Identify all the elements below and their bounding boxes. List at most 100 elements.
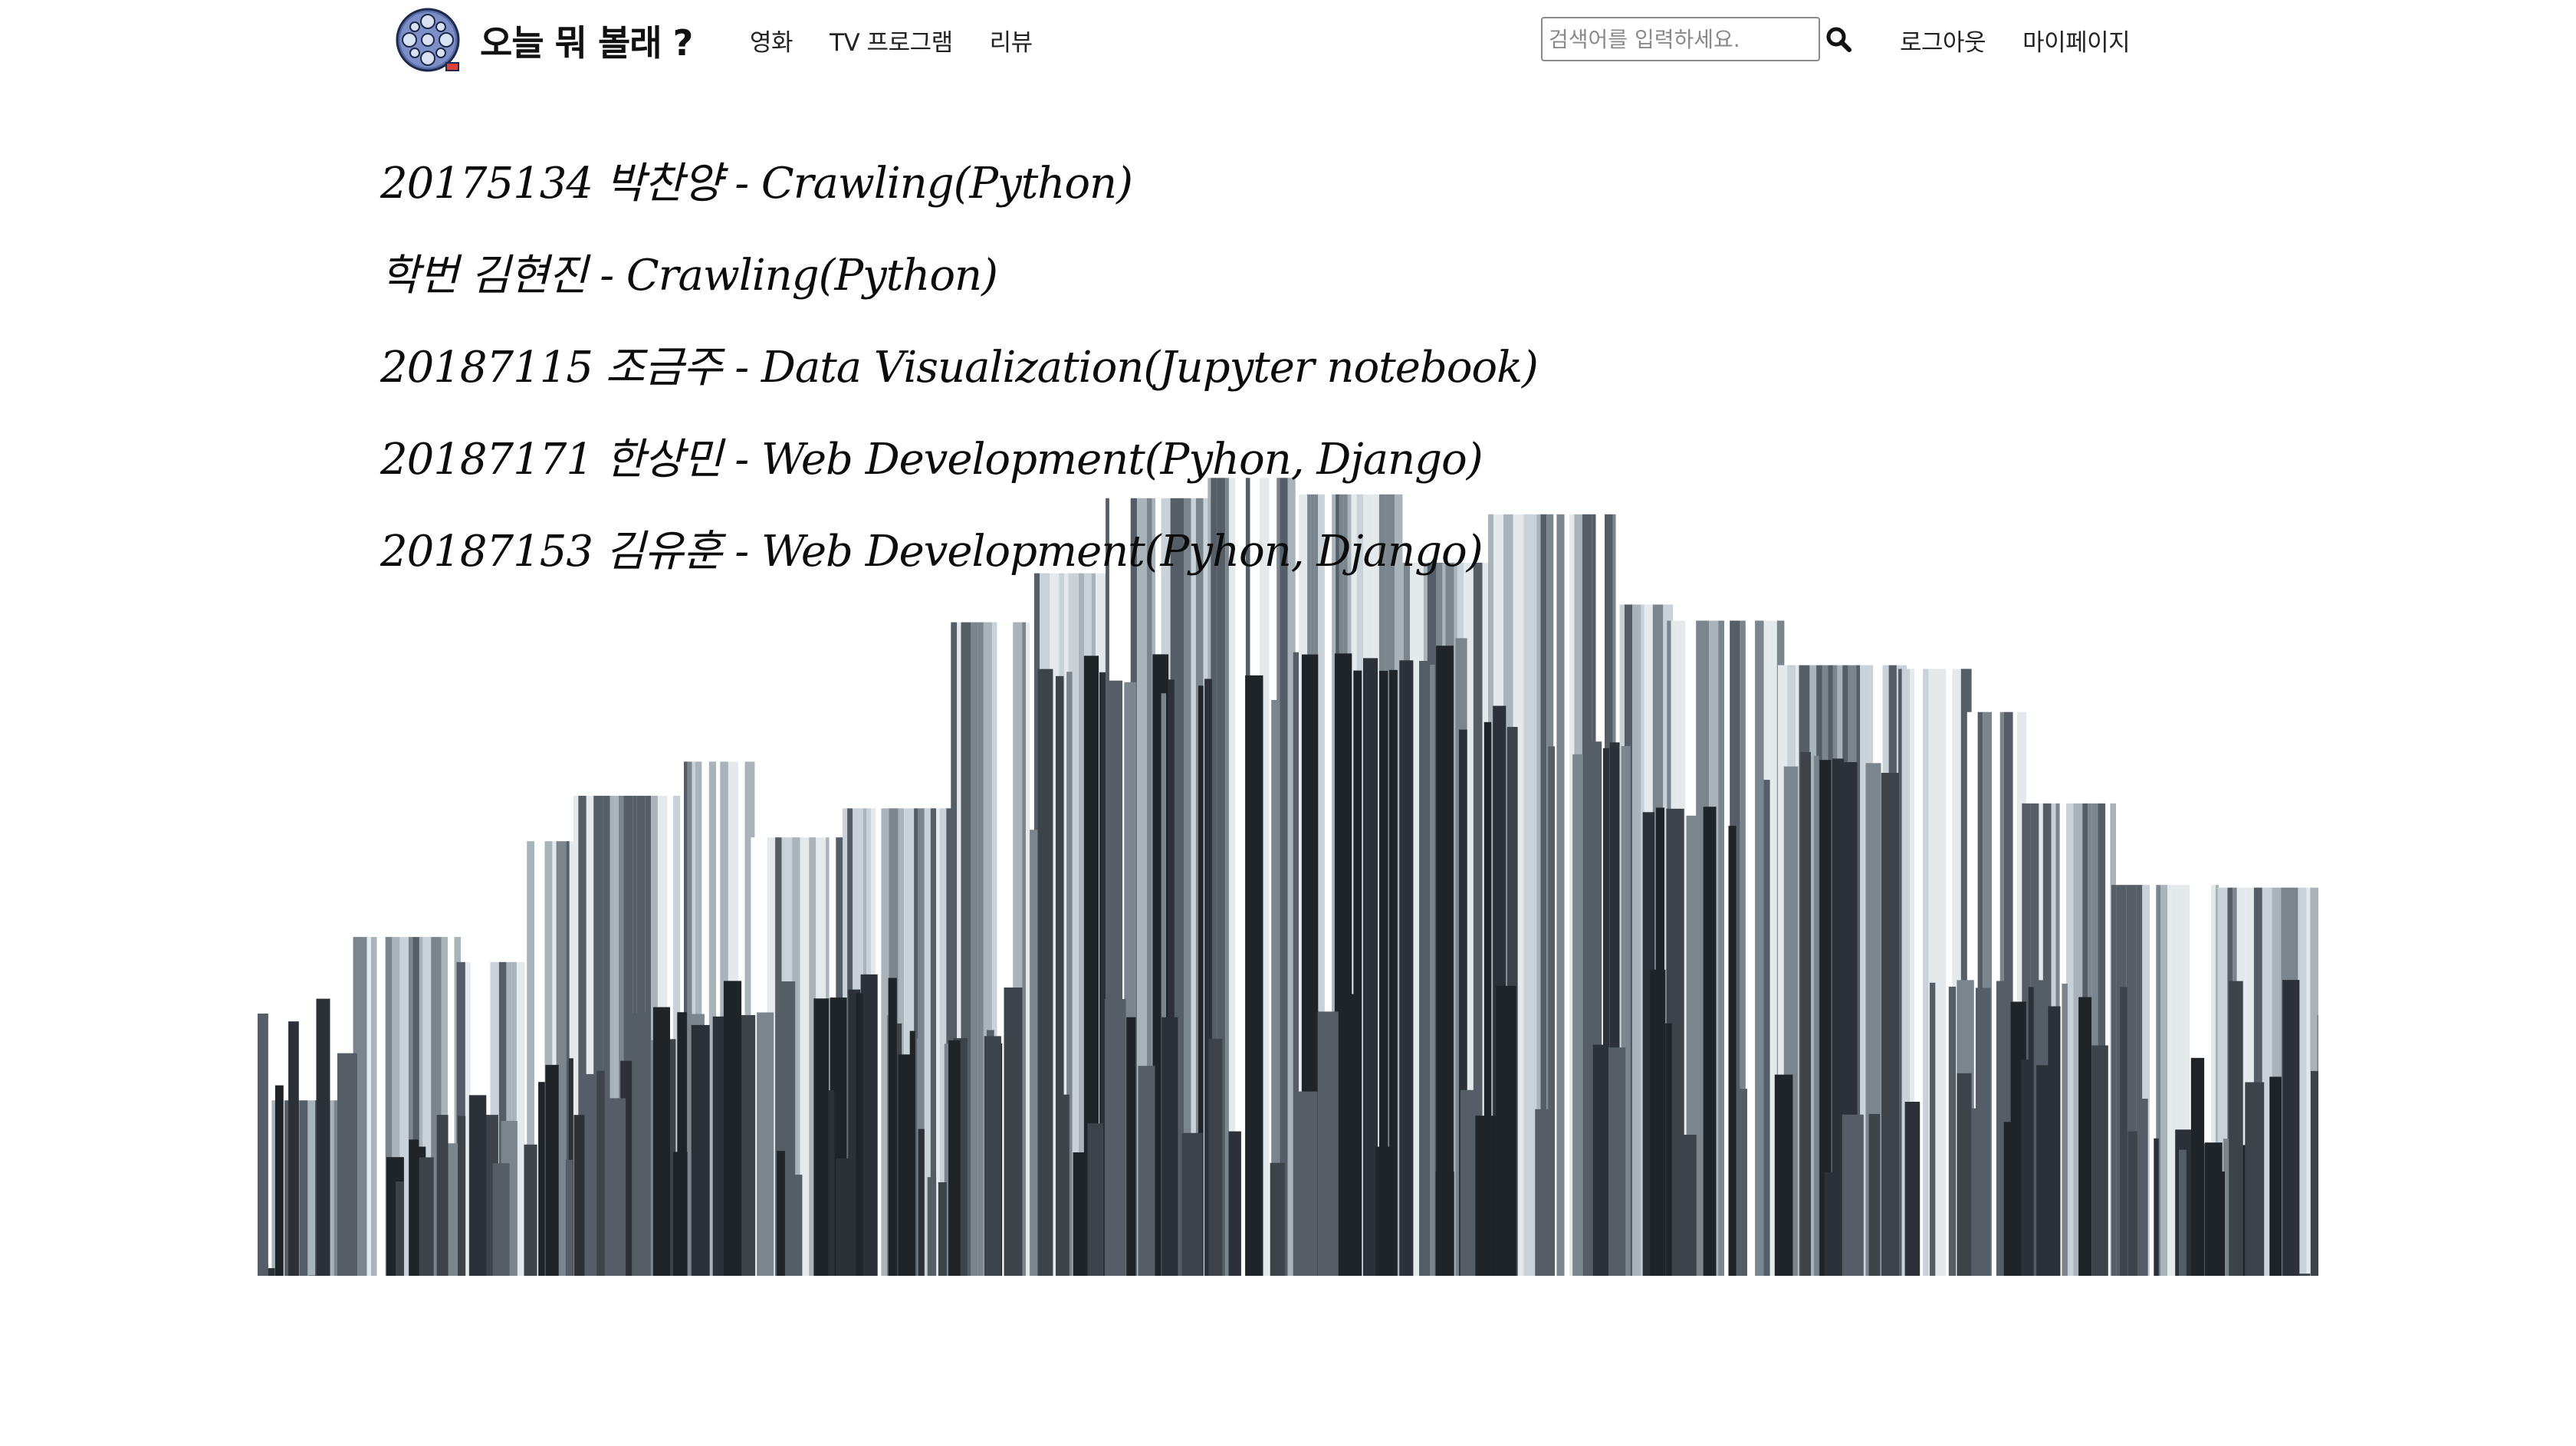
- building-stripe: [538, 1082, 545, 1276]
- credit-line: 20187153 김유훈 - Web Development(Pyhon, Dj…: [380, 527, 1484, 577]
- building-stripe: [1324, 494, 1332, 1276]
- building-stripe: [757, 1012, 774, 1276]
- building-stripe: [1592, 1044, 1606, 1276]
- search-button[interactable]: [1825, 23, 1857, 55]
- building-stripe: [1395, 494, 1403, 1276]
- building-stripe: [1535, 1109, 1551, 1276]
- building-stripe: [565, 1159, 573, 1276]
- building-stripe: [2245, 1082, 2265, 1276]
- building-stripe: [1083, 656, 1099, 1276]
- building-stripe: [1769, 620, 1777, 1276]
- building-stripe: [511, 961, 517, 1276]
- building-stripe: [1814, 755, 1819, 1276]
- building-stripe: [2253, 887, 2262, 1276]
- building-stripe: [1665, 1023, 1672, 1276]
- building-stripe: [412, 937, 419, 1276]
- building-stripe: [1496, 985, 1516, 1276]
- logout-link[interactable]: 로그아웃: [1900, 28, 1986, 57]
- credit-line: 학번 김현진 - Crawling(Python): [380, 251, 998, 301]
- search-input[interactable]: [1541, 17, 1820, 61]
- building-stripe: [566, 841, 570, 1276]
- building-stripe: [1287, 478, 1296, 1276]
- building-stripe: [1637, 604, 1641, 1276]
- building-stripe: [828, 1090, 835, 1276]
- building-stripe: [1245, 675, 1263, 1276]
- building-stripe: [2207, 1172, 2225, 1276]
- building-stripe: [1519, 514, 1524, 1276]
- building-stripe: [1564, 514, 1569, 1276]
- building-stripe: [936, 808, 940, 1276]
- building-stripe: [930, 808, 937, 1276]
- building-stripe: [2269, 1076, 2282, 1276]
- building-stripe: [1774, 1074, 1793, 1276]
- building-stripe: [545, 1064, 559, 1276]
- building-stripe: [691, 1024, 710, 1276]
- building-stripe: [632, 1013, 651, 1276]
- building-stripe: [409, 937, 413, 1276]
- building-stripe: [1548, 746, 1556, 1276]
- building-stripe: [1553, 514, 1557, 1276]
- building-stripe: [2073, 803, 2083, 1276]
- building-stripe: [492, 1163, 510, 1276]
- building-stripe: [1162, 1017, 1178, 1276]
- user-menu: 로그아웃 마이페이지: [1900, 18, 2131, 61]
- building-stripe: [1569, 514, 1575, 1276]
- building-stripe: [573, 795, 579, 1276]
- nav-link-tv-programs[interactable]: TV 프로그램: [830, 28, 953, 57]
- building-stripe: [2298, 887, 2307, 1276]
- building-stripe: [1138, 1066, 1155, 1276]
- building-stripe: [2211, 885, 2216, 1276]
- brand-home-link[interactable]: 오늘 뭐 볼래 ?: [396, 8, 693, 74]
- building-stripe: [1225, 478, 1229, 1276]
- building-stripe: [1992, 711, 2000, 1276]
- nav-link-reviews[interactable]: 리뷰: [989, 28, 1033, 57]
- building-stripe: [1971, 1108, 1981, 1276]
- building-stripe: [1928, 669, 1937, 1276]
- building-stripe: [1923, 669, 1929, 1276]
- building-stripe: [1523, 514, 1531, 1276]
- mypage-link[interactable]: 마이페이지: [2022, 28, 2131, 57]
- building-stripe: [586, 795, 594, 1276]
- building-stripe: [1832, 758, 1845, 1276]
- building-stripe: [984, 1036, 1001, 1276]
- building-stripe: [610, 795, 616, 1276]
- building-stripe: [1078, 573, 1085, 1276]
- building-stripe: [777, 1151, 785, 1276]
- building-stripe: [1066, 672, 1073, 1276]
- building-stripe: [1936, 669, 1947, 1276]
- building-stripe: [1898, 669, 1902, 1276]
- brand-title: 오늘 뭐 볼래 ?: [480, 22, 693, 64]
- building-stripe: [948, 1040, 961, 1276]
- building-stripe: [1178, 498, 1184, 1276]
- building-stripe: [1819, 760, 1832, 1276]
- building-stripe: [992, 622, 997, 1276]
- building-stripe: [1318, 494, 1325, 1276]
- building-stripe: [951, 622, 958, 1276]
- building-stripe: [1106, 498, 1109, 1276]
- building-stripe: [787, 1175, 803, 1276]
- building-stripe: [458, 1116, 466, 1276]
- building-stripe: [1556, 514, 1565, 1276]
- building-stripe: [537, 841, 545, 1276]
- building-stripe: [288, 1021, 299, 1276]
- building-stripe: [1211, 478, 1217, 1276]
- building-stripe: [1126, 1017, 1136, 1276]
- building-stripe: [2292, 1273, 2311, 1276]
- building-stripe: [506, 961, 512, 1276]
- building-stripe: [702, 761, 709, 1276]
- nav-link-movies[interactable]: 영화: [750, 28, 794, 57]
- building-stripe: [1058, 1094, 1070, 1276]
- building-stripe: [267, 1268, 275, 1276]
- building-stripe: [376, 937, 381, 1276]
- building-stripe: [1860, 665, 1865, 1276]
- building-stripe: [1375, 1146, 1390, 1276]
- building-stripe: [596, 1070, 605, 1276]
- team-credits-list: 20175134 박찬양 - Crawling(Python) 학번 김현진 -…: [380, 150, 1914, 610]
- building-stripe: [1856, 665, 1861, 1276]
- building-stripe: [337, 1053, 357, 1276]
- building-stripe: [516, 961, 525, 1276]
- building-stripe: [371, 937, 377, 1276]
- building-stripe: [1026, 622, 1030, 1276]
- building-stripe: [1191, 498, 1196, 1276]
- building-stripe: [399, 937, 409, 1276]
